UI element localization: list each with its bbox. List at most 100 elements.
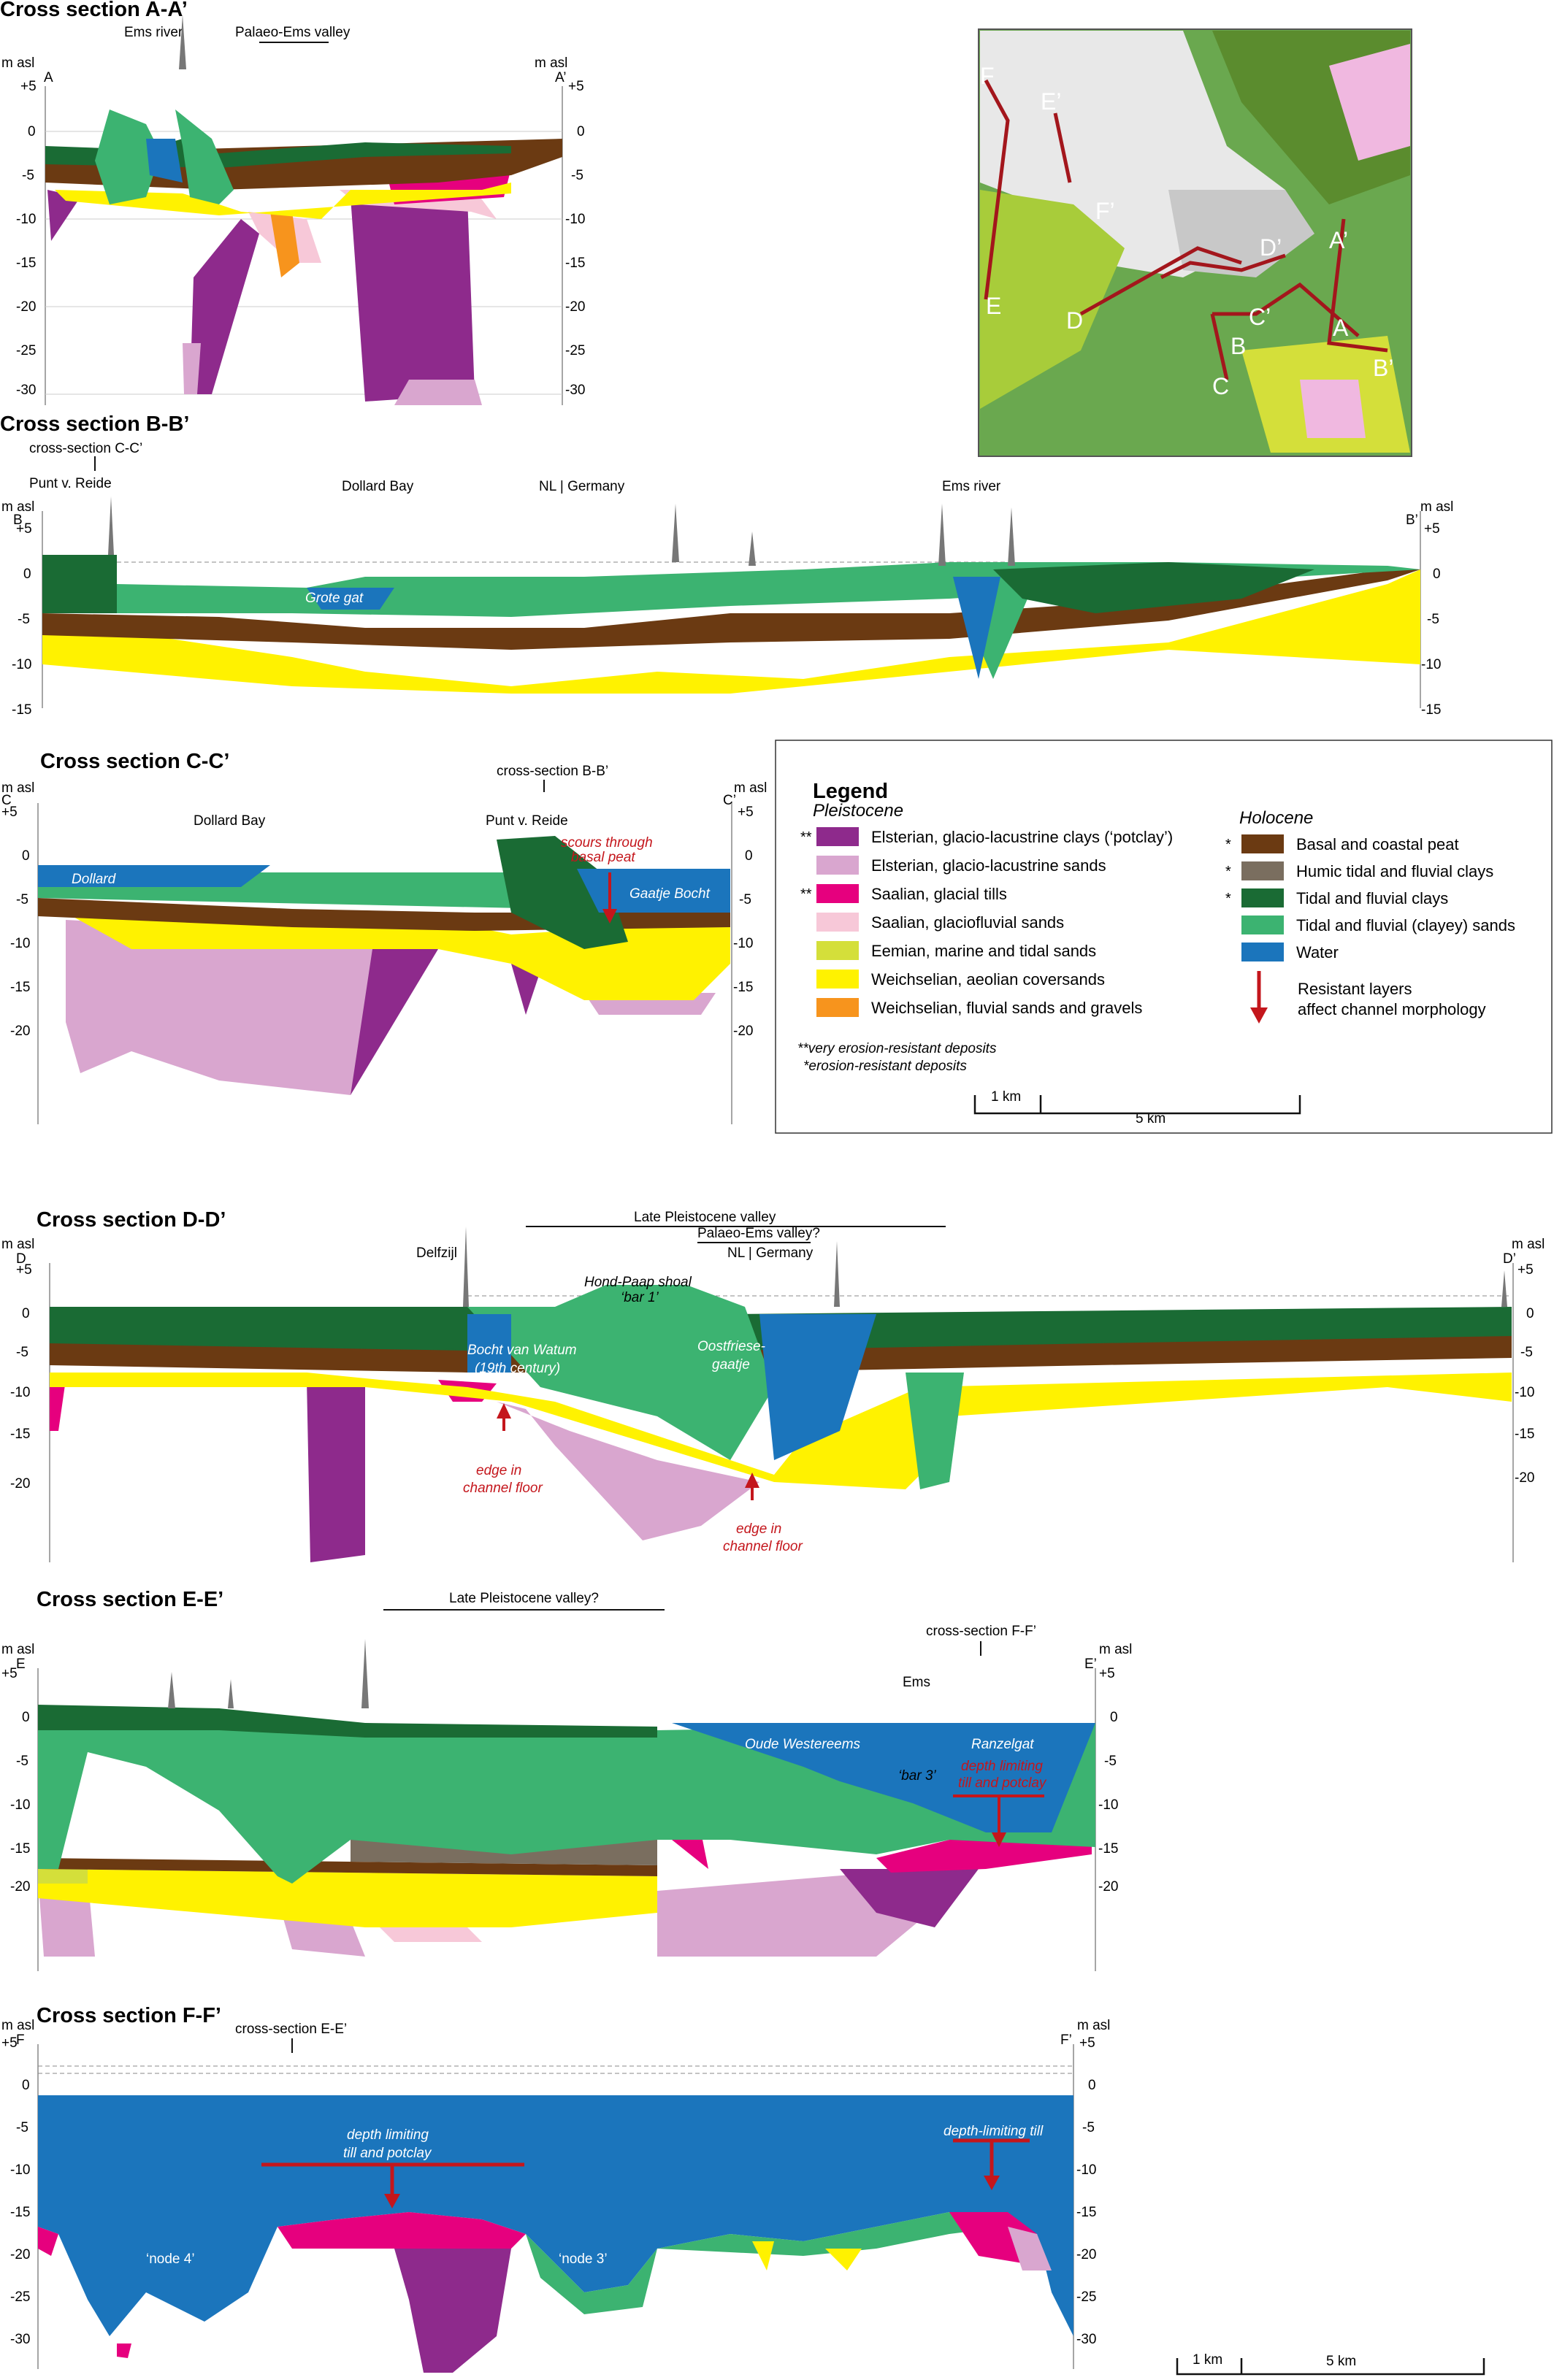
legend-item-label: Basal and coastal peat [1296, 835, 1459, 853]
cc-layer-elsterian-clay [351, 949, 438, 1095]
map-labels: F E’ F’ D’ A’ E D C’ B A B’ C [980, 63, 1393, 399]
label-depth-1: depth limiting [347, 2127, 429, 2143]
bottom-scale-small: 1 km [1193, 2352, 1222, 2368]
cc-resistant-arrow-head [602, 909, 617, 924]
ff-layer-coversand [825, 2249, 862, 2270]
map-line-b [1212, 282, 1360, 337]
ff-tick: +5 [1079, 2035, 1095, 2051]
legend-title: Legend [813, 780, 888, 803]
map-label: E [986, 293, 1001, 319]
section-cc-title: Cross section C-C’ [40, 750, 229, 773]
ff-layer-saalian-till [38, 2227, 58, 2256]
bb-spike [749, 531, 756, 566]
ff-tick: -15 [10, 2205, 30, 2220]
legend-item-label: Tidal and fluvial clays [1296, 889, 1448, 907]
ff-layer-saalian-till [949, 2212, 1037, 2263]
dd-layer-saalian-till [50, 1380, 66, 1431]
dd-layer-water [467, 1314, 511, 1373]
legend-swatch [1241, 888, 1284, 907]
ff-tick: -10 [1076, 2162, 1096, 2178]
legend-mark: * [1225, 837, 1231, 853]
cc-unit-left: m asl [1, 780, 34, 796]
legend-swatch [816, 884, 859, 903]
aa-tick: -15 [565, 256, 585, 271]
dd-tick: -15 [10, 1427, 30, 1442]
aa-tick: -30 [565, 383, 585, 398]
aa-tick: 0 [577, 124, 585, 139]
aa-layer-coversand [55, 183, 511, 219]
ee-unit-right: m asl [1099, 1642, 1132, 1657]
ee-unit-left: m asl [1, 1642, 34, 1657]
legend-item-label: Saalian, glaciofluvial sands [871, 913, 1064, 932]
dd-tick: +5 [16, 1262, 32, 1278]
label-depth-limiting-till: depth-limiting till [944, 2124, 1044, 2139]
label-node-3: ‘node 3’ [559, 2252, 608, 2267]
legend-item-label: Water [1296, 943, 1339, 961]
label-gaatje-bocht: Gaatje Bocht [629, 886, 711, 902]
dd-arrow-2-head [745, 1473, 759, 1488]
label-oude-westereems: Oude Westereems [745, 1737, 861, 1752]
legend-arrow-label-1: Resistant layers [1298, 980, 1412, 998]
ee-spike [228, 1679, 234, 1708]
ee-end-label: E’ [1084, 1657, 1097, 1672]
cc-unit-right: m asl [734, 780, 767, 796]
ee-tick: -15 [10, 1841, 30, 1857]
map-line-e [984, 79, 1010, 300]
bb-spike [672, 504, 679, 562]
bb-start-label: B [13, 513, 23, 528]
legend-pleistocene-header: Pleistocene [813, 801, 903, 821]
label-cross-ee: cross-section E-E’ [235, 2022, 347, 2037]
legend-item-label: Eemian, marine and tidal sands [871, 942, 1096, 960]
aa-layer-elsterian-sand [183, 343, 201, 394]
dd-tick: +5 [1517, 1262, 1534, 1278]
map-label: F’ [1095, 198, 1115, 224]
bb-tick: 0 [23, 567, 31, 582]
dd-layer-coversand [50, 1373, 1512, 1489]
bb-spike [938, 504, 946, 566]
aa-tick: -25 [565, 343, 585, 358]
bb-tick: -5 [1427, 612, 1439, 627]
cc-tick: -10 [733, 936, 753, 951]
aa-tick: -15 [16, 256, 36, 271]
legend-arrow-label-2: affect channel morphology [1298, 1000, 1486, 1018]
bb-tick: 0 [1433, 567, 1441, 582]
bb-unit-right: m asl [1420, 499, 1453, 515]
ff-end-label: F’ [1060, 2032, 1072, 2048]
cc-tick: -10 [10, 936, 30, 951]
legend-item-label: Humic tidal and fluvial clays [1296, 862, 1493, 880]
ee-layer-tidal-clay [38, 1705, 657, 1738]
cc-tick: -5 [739, 892, 751, 907]
legend-scale-large: 5 km [1136, 1111, 1166, 1126]
map-relief [1168, 190, 1314, 277]
location-map: F E’ F’ D’ A’ E D C’ B A B’ C [978, 28, 1412, 457]
ff-resistant-head-2 [984, 2176, 1000, 2190]
ee-ticks: +5 0 -5 -10 -15 -20 +5 0 -5 -10 -15 -20 [1, 1666, 1118, 1895]
ee-tick: +5 [1099, 1666, 1115, 1681]
ff-layer-elsterian-sand [1008, 2227, 1052, 2270]
map-land-pink [1300, 380, 1366, 438]
bb-tick: -15 [12, 702, 31, 718]
ee-tick: -20 [10, 1879, 30, 1895]
label-scours-2: basal peat [571, 850, 635, 865]
ee-tick: -10 [1098, 1797, 1118, 1813]
legend-swatch [1241, 943, 1284, 961]
ee-tick: -5 [1104, 1754, 1117, 1769]
map-section-lines [984, 79, 1388, 380]
ff-tick: +5 [1, 2035, 18, 2051]
cc-tick: +5 [1, 805, 18, 820]
ee-tick: -10 [10, 1797, 30, 1813]
legend-note-2: *erosion-resistant deposits [803, 1059, 967, 1074]
bb-end-label: B’ [1406, 513, 1418, 528]
ee-tick: 0 [1110, 1710, 1118, 1725]
dd-tick: -5 [1520, 1345, 1533, 1360]
dd-tick: -20 [1515, 1470, 1534, 1486]
ee-resistant-head [992, 1832, 1006, 1847]
label-ems: Ems [903, 1675, 930, 1690]
ff-ticks: +5 0 -5 -10 -15 -20 -25 -30 +5 0 -5 -10 … [1, 2035, 1096, 2347]
aa-layer-elsterian-clay [190, 219, 259, 394]
cc-tick: 0 [745, 848, 753, 864]
aa-unit-left: m asl [1, 55, 34, 71]
ff-tick: -25 [10, 2289, 30, 2305]
map-line-a [1327, 218, 1388, 353]
